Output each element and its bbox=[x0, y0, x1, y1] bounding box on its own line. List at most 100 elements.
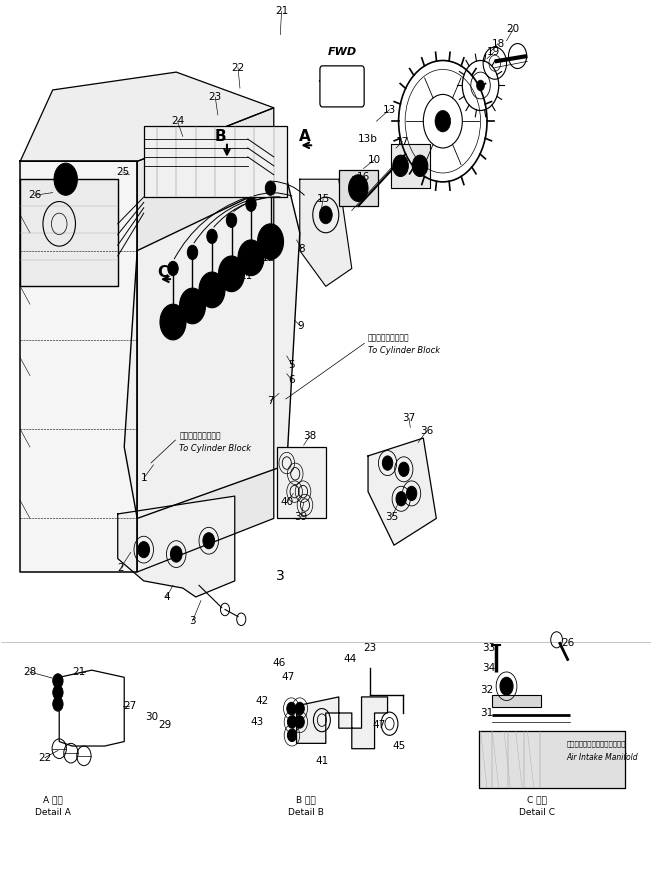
Text: A: A bbox=[299, 129, 311, 144]
Text: 22: 22 bbox=[38, 753, 51, 763]
Text: 42: 42 bbox=[256, 696, 269, 706]
Text: 8: 8 bbox=[298, 244, 305, 254]
Text: 33: 33 bbox=[482, 643, 495, 653]
Text: 32: 32 bbox=[480, 685, 493, 695]
Text: 22: 22 bbox=[231, 63, 244, 72]
Circle shape bbox=[265, 181, 276, 195]
Polygon shape bbox=[118, 496, 235, 597]
Text: To Cylinder Block: To Cylinder Block bbox=[179, 444, 252, 453]
Text: 21: 21 bbox=[275, 6, 288, 16]
Text: 3: 3 bbox=[189, 616, 196, 626]
Text: 21: 21 bbox=[72, 667, 85, 677]
Circle shape bbox=[500, 678, 513, 696]
Text: 10: 10 bbox=[368, 155, 381, 164]
Circle shape bbox=[393, 156, 409, 176]
Circle shape bbox=[382, 456, 393, 470]
Text: 34: 34 bbox=[482, 663, 495, 673]
Circle shape bbox=[53, 674, 63, 688]
Text: Detail A: Detail A bbox=[35, 808, 71, 817]
Text: 25: 25 bbox=[116, 167, 129, 177]
Circle shape bbox=[407, 486, 417, 501]
Text: 36: 36 bbox=[420, 426, 433, 436]
Text: 7: 7 bbox=[267, 395, 274, 406]
Text: B: B bbox=[215, 129, 226, 144]
Text: 35: 35 bbox=[386, 511, 399, 521]
Circle shape bbox=[170, 546, 182, 562]
Polygon shape bbox=[20, 179, 118, 286]
Circle shape bbox=[138, 542, 150, 558]
Circle shape bbox=[203, 533, 215, 549]
Text: 15: 15 bbox=[317, 194, 330, 204]
Text: 43: 43 bbox=[251, 717, 264, 727]
Circle shape bbox=[399, 462, 409, 477]
Bar bbox=[144, 126, 286, 197]
Text: 37: 37 bbox=[402, 413, 416, 424]
Text: 27: 27 bbox=[123, 701, 136, 711]
Circle shape bbox=[476, 80, 484, 91]
Text: FWD: FWD bbox=[327, 47, 357, 57]
Text: 5: 5 bbox=[288, 360, 295, 370]
Polygon shape bbox=[20, 72, 274, 161]
Polygon shape bbox=[20, 161, 137, 572]
Text: 23: 23 bbox=[209, 92, 222, 102]
Text: 30: 30 bbox=[145, 712, 158, 721]
Text: 19: 19 bbox=[487, 47, 500, 57]
Circle shape bbox=[246, 197, 256, 211]
Text: 26: 26 bbox=[28, 190, 41, 200]
Circle shape bbox=[286, 703, 296, 715]
Text: 1: 1 bbox=[141, 473, 147, 484]
Text: 14: 14 bbox=[350, 176, 363, 186]
Polygon shape bbox=[368, 438, 436, 545]
Text: 24: 24 bbox=[171, 116, 184, 126]
Text: Air Intake Manifold: Air Intake Manifold bbox=[566, 753, 638, 762]
Circle shape bbox=[219, 256, 244, 291]
Circle shape bbox=[187, 245, 198, 259]
Text: エアーインテークマニホールド: エアーインテークマニホールド bbox=[566, 740, 626, 746]
Text: 3: 3 bbox=[276, 569, 284, 584]
Polygon shape bbox=[300, 179, 351, 286]
Text: シリンダブロックへ: シリンダブロックへ bbox=[179, 432, 221, 441]
Bar bbox=[492, 696, 541, 707]
Text: 38: 38 bbox=[303, 431, 316, 442]
Text: 2: 2 bbox=[118, 562, 124, 572]
Text: 23: 23 bbox=[363, 643, 376, 653]
Text: 31: 31 bbox=[480, 708, 493, 718]
Text: 16: 16 bbox=[357, 173, 370, 182]
Text: 12: 12 bbox=[262, 253, 275, 263]
Bar bbox=[277, 447, 326, 519]
Text: シリンダブロックへ: シリンダブロックへ bbox=[368, 333, 410, 342]
Circle shape bbox=[179, 288, 206, 324]
Circle shape bbox=[226, 213, 237, 227]
Text: 28: 28 bbox=[24, 667, 37, 677]
Text: 11: 11 bbox=[240, 271, 253, 281]
Text: 41: 41 bbox=[316, 756, 329, 766]
Circle shape bbox=[53, 697, 63, 712]
Polygon shape bbox=[478, 731, 625, 788]
Text: Detail C: Detail C bbox=[519, 808, 555, 817]
Text: 4: 4 bbox=[163, 592, 170, 602]
Polygon shape bbox=[296, 697, 388, 748]
Circle shape bbox=[168, 261, 178, 275]
Circle shape bbox=[207, 229, 217, 243]
Polygon shape bbox=[391, 144, 430, 188]
Text: 47: 47 bbox=[373, 721, 386, 730]
Circle shape bbox=[258, 224, 284, 259]
Bar bbox=[339, 170, 378, 206]
Text: 6: 6 bbox=[288, 375, 295, 385]
Circle shape bbox=[238, 240, 264, 275]
Text: 26: 26 bbox=[561, 638, 574, 648]
Circle shape bbox=[287, 716, 296, 729]
Text: Detail B: Detail B bbox=[288, 808, 324, 817]
Circle shape bbox=[319, 206, 332, 224]
Circle shape bbox=[199, 272, 225, 308]
Circle shape bbox=[160, 304, 186, 340]
Text: 9: 9 bbox=[298, 322, 304, 332]
Circle shape bbox=[412, 156, 428, 176]
Circle shape bbox=[287, 730, 296, 741]
Text: B 詳細: B 詳細 bbox=[296, 795, 316, 804]
Text: 47: 47 bbox=[281, 672, 295, 682]
Text: A 詳細: A 詳細 bbox=[43, 795, 62, 804]
Text: C 詳細: C 詳細 bbox=[527, 795, 547, 804]
Circle shape bbox=[295, 716, 304, 729]
Text: 18: 18 bbox=[491, 38, 505, 48]
